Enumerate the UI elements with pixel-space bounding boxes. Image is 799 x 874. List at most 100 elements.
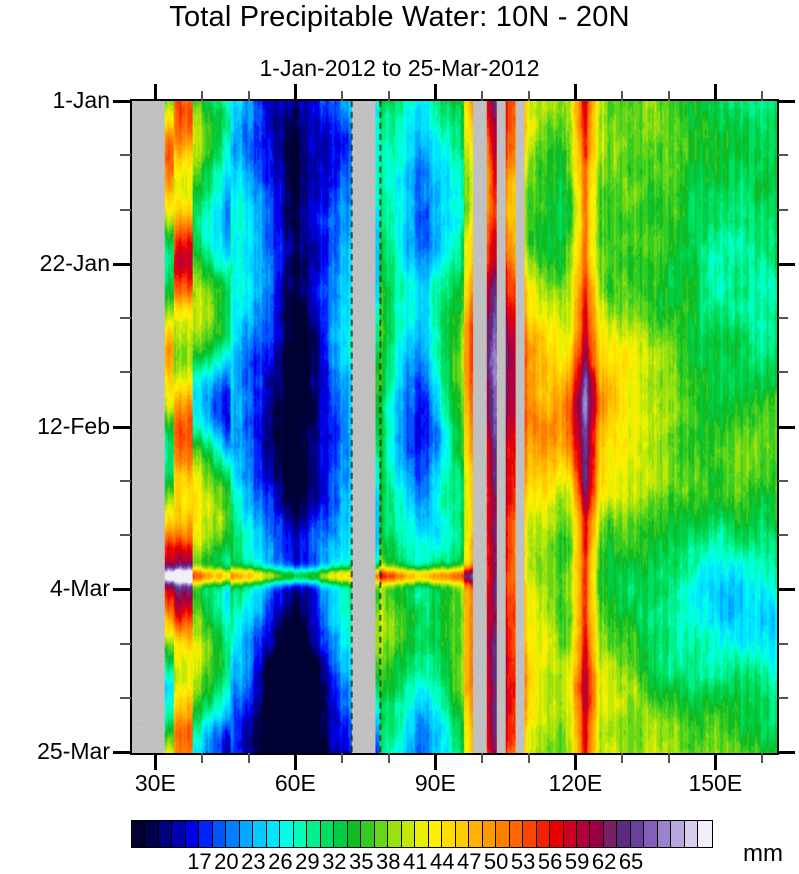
colorbar-cell xyxy=(550,821,564,847)
x-minor-tick-bottom xyxy=(248,753,250,763)
x-minor-tick-bottom xyxy=(761,753,763,763)
y-minor-tick-right xyxy=(778,371,788,373)
colorbar-cell xyxy=(347,821,362,847)
colorbar-cell xyxy=(253,821,267,847)
heatmap-canvas xyxy=(132,101,777,753)
y-major-tick-right xyxy=(778,750,795,754)
x-minor-tick-top xyxy=(761,91,763,101)
colorbar-cell xyxy=(590,821,604,847)
x-major-tick-top xyxy=(433,84,437,101)
y-major-tick-left xyxy=(113,750,131,754)
y-minor-tick-right xyxy=(778,643,788,645)
colorbar-cell xyxy=(212,821,227,847)
y-minor-tick-right xyxy=(778,697,788,699)
colorbar-cell xyxy=(199,821,213,847)
x-axis-label: 60E xyxy=(274,770,316,796)
x-minor-tick-top xyxy=(621,91,623,101)
x-minor-tick-bottom xyxy=(388,753,390,763)
y-major-tick-right xyxy=(778,425,795,429)
y-minor-tick-right xyxy=(778,209,788,211)
x-major-tick-top xyxy=(713,84,717,101)
y-axis-label: 1-Jan xyxy=(52,87,110,113)
x-axis-label: 90E xyxy=(414,770,456,796)
page-title: Total Precipitable Water: 10N - 20N xyxy=(169,1,630,33)
colorbar-cell xyxy=(576,821,591,847)
y-major-tick-left xyxy=(113,99,131,103)
y-minor-tick-left xyxy=(120,643,131,645)
x-major-tick-bottom xyxy=(153,753,157,770)
x-major-tick-top xyxy=(573,84,577,101)
colorbar-cell xyxy=(172,821,186,847)
colorbar-cell xyxy=(415,821,429,847)
x-minor-tick-bottom xyxy=(341,753,343,763)
x-major-tick-top xyxy=(293,84,297,101)
colorbar-cell xyxy=(496,821,510,847)
x-minor-tick-bottom xyxy=(668,753,670,763)
y-axis-label: 22-Jan xyxy=(39,249,110,276)
y-minor-tick-left xyxy=(120,697,131,699)
colorbar-cell xyxy=(239,821,254,847)
x-major-tick-bottom xyxy=(713,753,717,770)
y-minor-tick-left xyxy=(120,317,131,319)
colorbar-cell xyxy=(185,821,200,847)
colorbar-cell xyxy=(158,821,173,847)
colorbar-cell xyxy=(469,821,483,847)
x-major-tick-bottom xyxy=(293,753,297,770)
colorbar-cell xyxy=(509,821,524,847)
colorbar-cell xyxy=(280,821,294,847)
x-minor-tick-bottom xyxy=(528,753,530,763)
colorbar-cell xyxy=(617,821,631,847)
colorbar-cell xyxy=(563,821,577,847)
x-major-tick-top xyxy=(153,84,157,101)
colorbar xyxy=(131,820,713,848)
y-minor-tick-left xyxy=(120,480,131,482)
y-major-tick-left xyxy=(113,425,131,429)
colorbar-cell xyxy=(644,821,658,847)
x-minor-tick-top xyxy=(668,91,670,101)
y-minor-tick-right xyxy=(778,317,788,319)
colorbar-cell xyxy=(523,821,537,847)
heatmap-canvas-holder xyxy=(132,101,777,753)
x-minor-tick-top xyxy=(528,91,530,101)
y-minor-tick-left xyxy=(120,534,131,536)
colorbar-cell xyxy=(455,821,470,847)
y-axis-label: 4-Mar xyxy=(49,575,110,602)
x-axis-label: 30E xyxy=(134,770,176,796)
y-minor-tick-right xyxy=(778,480,788,482)
colorbar-cell xyxy=(428,821,443,847)
x-minor-tick-bottom xyxy=(621,753,623,763)
y-axis-label: 12-Feb xyxy=(37,412,110,439)
colorbar-cell xyxy=(266,821,281,847)
x-minor-tick-top xyxy=(388,91,390,101)
colorbar-cell xyxy=(293,821,308,847)
page-subtitle: 1-Jan-2012 to 25-Mar-2012 xyxy=(259,55,540,81)
x-minor-tick-bottom xyxy=(201,753,203,763)
y-major-tick-left xyxy=(113,262,131,266)
x-axis-label: 120E xyxy=(548,770,603,796)
colorbar-cell xyxy=(307,821,321,847)
colorbar-cell xyxy=(334,821,348,847)
y-minor-tick-right xyxy=(778,154,788,156)
y-major-tick-right xyxy=(778,262,795,266)
colorbar-cell xyxy=(361,821,375,847)
y-major-tick-left xyxy=(113,587,131,591)
x-minor-tick-top xyxy=(341,91,343,101)
colorbar-cell xyxy=(603,821,618,847)
x-minor-tick-top xyxy=(481,91,483,101)
y-axis-label: 25-Mar xyxy=(37,738,110,764)
colorbar-cell xyxy=(388,821,402,847)
y-major-tick-right xyxy=(778,99,795,103)
x-major-tick-bottom xyxy=(433,753,437,770)
hovmoller-plot xyxy=(130,99,779,755)
colorbar-cell xyxy=(320,821,335,847)
colorbar-cell xyxy=(684,821,699,847)
y-minor-tick-left xyxy=(120,209,131,211)
colorbar-unit-label: mm xyxy=(743,840,783,867)
colorbar-cell xyxy=(374,821,389,847)
y-minor-tick-right xyxy=(778,534,788,536)
colorbar-tick-label: 65 xyxy=(618,849,644,874)
x-minor-tick-bottom xyxy=(481,753,483,763)
colorbar-cell xyxy=(671,821,685,847)
colorbar-cell xyxy=(401,821,416,847)
x-minor-tick-top xyxy=(248,91,250,101)
